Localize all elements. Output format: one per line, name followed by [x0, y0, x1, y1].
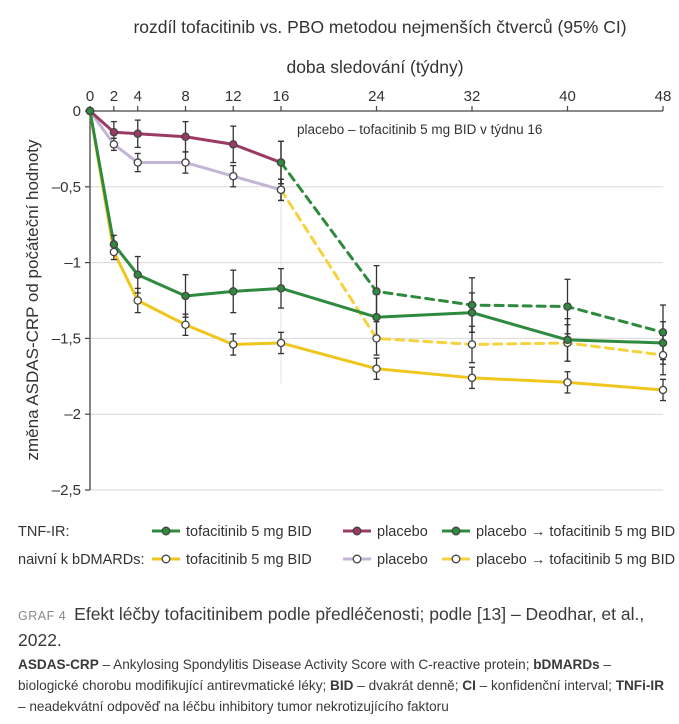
note-abbr: CI	[462, 678, 476, 693]
note-abbr: BID	[330, 678, 354, 693]
data-point	[133, 129, 142, 138]
data-point	[85, 106, 95, 116]
y-tick-label: –1,5	[52, 330, 81, 347]
abbreviation-notes: ASDAS-CRP – Ankylosing Spondylitis Disea…	[18, 654, 670, 717]
x-tick-label: 2	[110, 88, 118, 105]
data-point	[133, 296, 142, 305]
data-point	[372, 312, 381, 322]
data-point	[276, 338, 286, 348]
note-definition: – konfidenční interval;	[475, 678, 616, 693]
data-point	[181, 320, 190, 330]
x-tick-label: 24	[368, 88, 385, 105]
data-point	[563, 335, 572, 345]
data-point	[133, 158, 142, 167]
chart: rozdíl tofacitinib vs. PBO metodou nejme…	[18, 17, 675, 568]
note-definition: – neadekvátní odpověď na léčbu inhibitor…	[18, 699, 449, 714]
note-abbr: bDMARDs	[533, 657, 600, 672]
legend-label: placebo	[377, 552, 428, 568]
x-tick-label: 0	[86, 88, 94, 105]
data-point	[228, 287, 238, 296]
x-tick-label: 12	[225, 88, 242, 105]
note-definition: – dvakrát denně;	[353, 678, 463, 693]
legend-group-label: TNF-IR:	[18, 524, 70, 540]
x-tick-label: 32	[464, 88, 481, 105]
x-tick-label: 48	[655, 88, 672, 105]
data-point	[181, 132, 190, 142]
legend-marker	[451, 526, 461, 536]
data-point	[467, 300, 477, 310]
data-point	[467, 308, 477, 317]
annotation: placebo – tofacitinib 5 mg BID v týdnu 1…	[297, 122, 542, 137]
data-point	[109, 127, 119, 137]
figure-number: GRAF 4	[18, 609, 67, 623]
data-point	[109, 140, 119, 149]
y-tick-label: –1	[64, 255, 81, 272]
legend-marker	[352, 554, 362, 564]
legend-marker	[161, 526, 171, 536]
legend-label: tofacitinib 5 mg BID	[186, 524, 312, 540]
data-point	[276, 185, 286, 195]
data-point	[372, 364, 381, 373]
y-tick-label: 0	[73, 103, 81, 120]
data-point	[133, 270, 142, 279]
x-tick-label: 4	[134, 88, 142, 105]
data-point	[276, 158, 286, 167]
data-point	[467, 340, 477, 349]
data-point	[372, 287, 381, 296]
data-point	[228, 340, 238, 349]
data-point	[658, 338, 668, 348]
data-point	[181, 158, 190, 167]
legend-marker	[451, 554, 461, 564]
chart-title: rozdíl tofacitinib vs. PBO metodou nejme…	[133, 17, 626, 37]
data-point	[467, 373, 477, 383]
data-point	[658, 328, 668, 337]
data-point	[563, 302, 572, 311]
x-tick-label: 16	[273, 88, 290, 105]
legend-marker	[352, 526, 362, 536]
legend-label: placebo → tofacitinib 5 mg BID	[476, 552, 675, 568]
data-point	[228, 171, 238, 181]
y-tick-label: –0,5	[52, 179, 81, 196]
data-point	[658, 385, 668, 395]
y-tick-label: –2	[64, 406, 81, 423]
y-tick-label: –2,5	[52, 482, 81, 499]
data-point	[181, 291, 190, 301]
legend-label: tofacitinib 5 mg BID	[186, 552, 312, 568]
legend-marker	[161, 554, 171, 564]
legend-group-label: naivní k bDMARDs:	[18, 552, 145, 568]
legend-label: placebo → tofacitinib 5 mg BID	[476, 524, 675, 540]
legend-label: placebo	[377, 524, 428, 540]
series-line	[88, 109, 665, 345]
x-tick-label: 8	[181, 88, 189, 105]
data-point	[276, 284, 286, 293]
series-line	[88, 109, 665, 392]
x-tick-label: 40	[559, 88, 576, 105]
series-line	[88, 109, 283, 192]
y-axis-label: změna ASDAS-CRP od počáteční hodnoty	[23, 139, 42, 460]
figure-caption-text: Efekt léčby tofacitinibem podle předléče…	[18, 604, 645, 650]
note-definition: – biologické chorobu modifikující antire…	[18, 657, 612, 693]
data-point	[372, 334, 381, 343]
data-point	[109, 240, 119, 249]
figure-caption: GRAF 4 Efekt léčby tofacitinibem podle př…	[18, 602, 668, 652]
series-line	[88, 109, 283, 165]
data-point	[109, 247, 119, 257]
x-axis-label: doba sledování (týdny)	[286, 57, 463, 77]
data-point	[228, 140, 238, 149]
data-point	[658, 350, 668, 360]
note-abbr: TNFi-IR	[615, 678, 665, 693]
note-definition: – Ankylosing Spondylitis Disease Activit…	[98, 657, 534, 672]
data-point	[563, 378, 572, 387]
note-abbr: ASDAS-CRP	[18, 657, 99, 672]
